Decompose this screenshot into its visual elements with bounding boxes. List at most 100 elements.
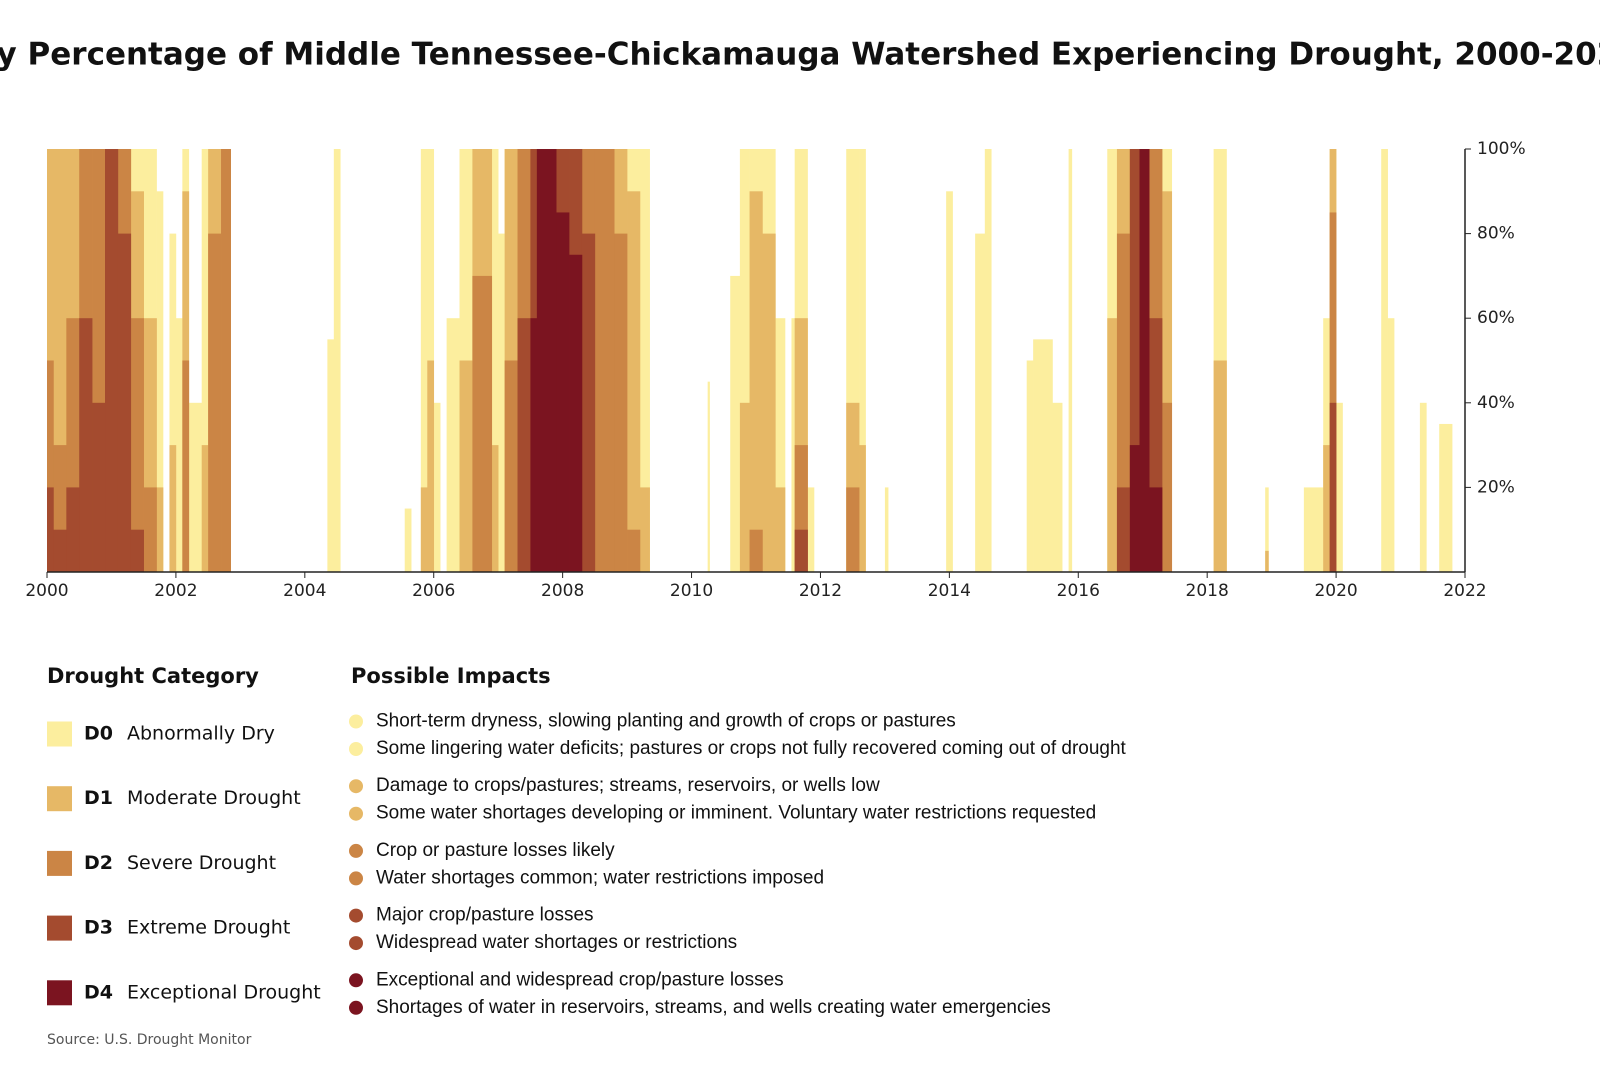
impact-dot: [349, 714, 363, 729]
impact-dot: [349, 806, 363, 821]
area-segment: [182, 360, 190, 572]
area-segment: [156, 487, 164, 572]
area-segment: [791, 318, 795, 572]
impact-dot: [349, 843, 363, 858]
impact-text: Water shortages common; water restrictio…: [376, 867, 824, 888]
area-segment: [433, 402, 441, 572]
legend-swatch: [47, 915, 72, 941]
legend-code: D4: [84, 981, 113, 1003]
impact-text: Shortages of water in reservoirs, stream…: [376, 997, 1051, 1018]
area-segment: [1149, 487, 1163, 572]
area-segment: [1265, 550, 1269, 572]
area-segment: [208, 233, 222, 572]
area-segment: [794, 529, 808, 572]
area-segment: [627, 191, 641, 573]
area-segment: [333, 149, 341, 572]
y-tick-label: 20%: [1477, 477, 1515, 497]
area-segment: [749, 191, 763, 573]
x-tick-label: 2000: [25, 581, 68, 601]
area-segment: [627, 529, 641, 572]
area-segment: [775, 487, 786, 572]
area-segment: [762, 233, 776, 572]
area-segment: [975, 233, 986, 572]
area-segment: [517, 318, 531, 572]
x-tick-label: 2008: [541, 581, 584, 601]
area-segment: [130, 318, 144, 572]
area-segment: [1033, 339, 1053, 572]
impact-dot: [349, 871, 363, 886]
area-segment: [707, 381, 710, 572]
area-segment: [92, 402, 106, 572]
area-segment: [1139, 149, 1150, 572]
impact-dot: [349, 1000, 363, 1015]
legend-code: D1: [84, 787, 113, 809]
x-tick-label: 2014: [928, 581, 971, 601]
area-segment: [130, 529, 144, 572]
x-tick-label: 2018: [1186, 581, 1229, 601]
y-tick-label: 80%: [1477, 224, 1515, 244]
area-segment: [201, 149, 209, 572]
area-segment: [1107, 318, 1118, 572]
area-segment: [556, 212, 570, 572]
area-segment: [749, 529, 763, 572]
area-segment: [730, 275, 741, 572]
area-segment: [859, 149, 866, 572]
area-segment: [859, 445, 866, 572]
area-segment: [1329, 212, 1337, 572]
legend-code: D2: [84, 852, 113, 874]
area-segment: [1129, 149, 1140, 572]
area-segment: [1323, 445, 1330, 572]
area-segment: [946, 191, 953, 573]
impact-text: Some lingering water deficits; pastures …: [376, 738, 1127, 759]
area-segment: [221, 149, 231, 572]
impact-dot: [349, 908, 363, 923]
area-segment: [1026, 360, 1034, 572]
area-segment: [1162, 402, 1173, 572]
area-segment: [536, 149, 557, 572]
area-segment: [327, 339, 335, 572]
area-segment: [143, 487, 157, 572]
area-segment: [1265, 487, 1269, 572]
impact-text: Some water shortages developing or immin…: [376, 803, 1096, 824]
area-segment: [117, 233, 132, 572]
x-tick-label: 2006: [412, 581, 455, 601]
legend-swatch: [47, 721, 72, 747]
area-segment: [1336, 402, 1343, 572]
legend-code: D0: [84, 723, 113, 745]
legend-code: D3: [84, 917, 113, 939]
area-segment: [47, 360, 54, 572]
area-segment: [884, 487, 889, 572]
area-segment: [739, 402, 750, 572]
area-segment: [175, 318, 183, 572]
source: Source: U.S. Drought Monitor: [47, 1032, 252, 1048]
impact-text: Short-term dryness, slowing planting and…: [376, 711, 956, 732]
area-segment: [53, 529, 67, 572]
area-segment: [807, 487, 815, 572]
area-segment: [775, 318, 786, 572]
x-tick-label: 2012: [799, 581, 842, 601]
area-segment: [1213, 360, 1227, 572]
area-segment: [156, 191, 164, 573]
impact-dot: [349, 742, 363, 756]
area-segment: [581, 233, 596, 572]
x-tick-label: 2022: [1443, 581, 1486, 601]
area-segment: [1116, 487, 1131, 572]
legend-label: Abnormally Dry: [127, 723, 275, 745]
legend-swatch: [47, 980, 72, 1006]
area-segment: [420, 487, 428, 572]
area-segment: [491, 149, 499, 572]
area-segment: [1129, 445, 1140, 572]
area-segment: [504, 360, 518, 572]
area-segment: [569, 254, 583, 572]
y-tick-label: 40%: [1477, 393, 1515, 413]
y-tick-label: 100%: [1477, 139, 1526, 159]
area-segment: [594, 149, 615, 572]
impact-text: Crop or pasture losses likely: [376, 840, 615, 861]
area-segment: [530, 318, 538, 572]
legend-label: Exceptional Drought: [127, 981, 321, 1003]
area-segment: [47, 487, 54, 572]
area-segment: [1439, 423, 1453, 572]
area-segment: [66, 487, 80, 572]
area-segment: [1052, 402, 1063, 572]
area-segment: [739, 149, 750, 572]
